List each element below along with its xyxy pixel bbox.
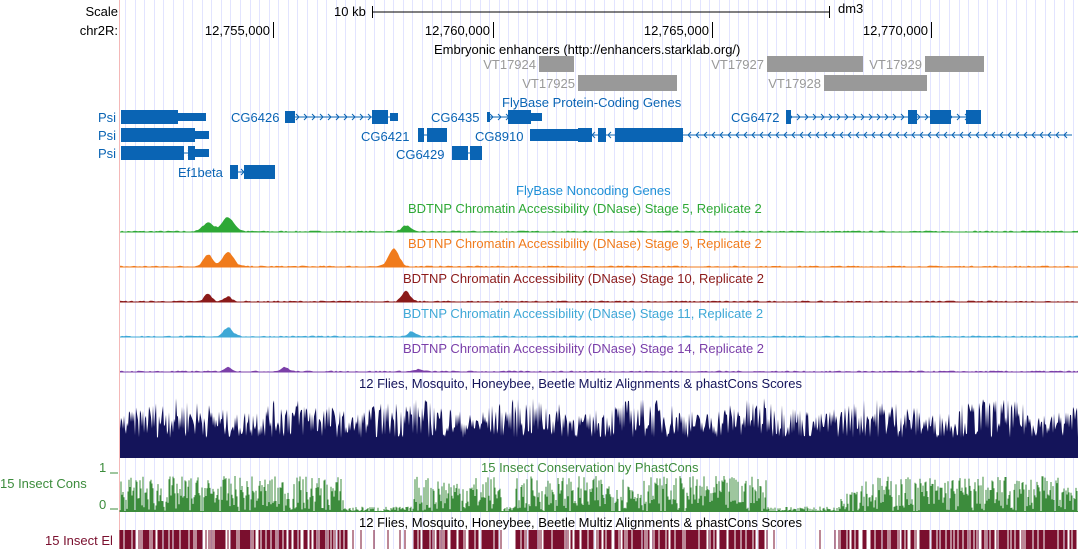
dnase-signal[interactable]	[120, 217, 1078, 232]
enhancer-label[interactable]: VT17925	[522, 76, 575, 91]
gene-cg8910[interactable]	[530, 128, 1072, 142]
ruler-tick	[273, 22, 274, 38]
dnase-stage10-title[interactable]: BDTNP Chromatin Accessibility (DNase) St…	[403, 271, 765, 286]
conserved-elements-track	[119, 530, 1077, 549]
multiz-conservation-track	[120, 398, 1078, 458]
enhancer-label[interactable]: VT17924	[483, 57, 536, 72]
ruler-position-label: 12,755,000	[204, 23, 270, 38]
gene-cg6472[interactable]	[786, 110, 981, 124]
gene-psi-3[interactable]	[121, 146, 209, 160]
ruler-tick	[931, 22, 932, 38]
phastcons-track	[119, 476, 1078, 512]
gene-label-cg8910[interactable]: CG8910	[475, 129, 524, 144]
enhancer-block[interactable]	[767, 56, 863, 72]
gene-label-cg6429[interactable]: CG6429	[396, 147, 445, 162]
left-boundary-line	[119, 0, 120, 549]
gene-ef1beta[interactable]	[230, 165, 275, 179]
gene-label-ef1beta[interactable]: Ef1beta	[178, 165, 223, 180]
phastcons-axis-max: 1	[99, 460, 107, 475]
gene-psi-1[interactable]	[121, 110, 206, 124]
noncoding-track-title[interactable]: FlyBase Noncoding Genes	[516, 183, 671, 198]
scale-bar-label: 10 kb	[334, 4, 366, 19]
phastcons-side-label[interactable]: 15 Insect Cons	[0, 476, 87, 491]
ruler-position-label: 12,765,000	[643, 23, 709, 38]
dnase-signal-tracks	[120, 217, 1078, 373]
dnase-signal[interactable]	[120, 248, 1078, 267]
gene-cg6426[interactable]	[285, 110, 398, 124]
gene-cg6421[interactable]	[418, 128, 447, 142]
ruler-tick	[493, 22, 494, 38]
enhancer-label[interactable]: VT17928	[768, 76, 821, 91]
gene-label-psi-2[interactable]: Psi	[97, 128, 116, 143]
enhancers-track-title[interactable]: Embryonic enhancers (http://enhancers.st…	[434, 42, 741, 57]
dnase-signal[interactable]	[120, 290, 1078, 302]
multiz-track-title[interactable]: 12 Flies, Mosquito, Honeybee, Beetle Mul…	[359, 376, 802, 391]
dnase-stage11-title[interactable]: BDTNP Chromatin Accessibility (DNase) St…	[403, 306, 764, 321]
ruler-position-label: 12,760,000	[424, 23, 490, 38]
gene-label-cg6435[interactable]: CG6435	[431, 110, 480, 125]
elements-track-title[interactable]: 12 Flies, Mosquito, Honeybee, Beetle Mul…	[359, 515, 802, 530]
gene-models	[121, 110, 1072, 179]
genes-track-title[interactable]: FlyBase Protein-Coding Genes	[502, 95, 682, 110]
enhancer-label[interactable]: VT17927	[711, 57, 764, 72]
dnase-stage14-title[interactable]: BDTNP Chromatin Accessibility (DNase) St…	[403, 341, 765, 356]
gene-label-psi-1[interactable]: Psi	[97, 110, 116, 125]
chromosome-label: chr2R:	[79, 23, 118, 38]
dnase-signal[interactable]	[120, 366, 1078, 372]
conserved-elements[interactable]	[119, 530, 1077, 549]
vertical-guidelines	[120, 0, 1078, 549]
gene-cg6429[interactable]	[452, 146, 482, 160]
gene-cg6435[interactable]	[487, 110, 542, 124]
gene-label-cg6421[interactable]: CG6421	[361, 129, 410, 144]
gene-label-cg6426[interactable]: CG6426	[231, 110, 280, 125]
dnase-stage9-title[interactable]: BDTNP Chromatin Accessibility (DNase) St…	[408, 236, 762, 251]
phastcons-axis-ticks	[110, 472, 118, 510]
multiz-signal[interactable]	[120, 398, 1078, 458]
dnase-stage5-title[interactable]: BDTNP Chromatin Accessibility (DNase) St…	[408, 201, 762, 216]
enhancer-block[interactable]	[578, 75, 677, 91]
enhancer-label[interactable]: VT17929	[869, 57, 922, 72]
enhancer-block[interactable]	[925, 56, 984, 72]
scale-label: Scale	[85, 4, 118, 19]
phastcons-signal[interactable]	[119, 476, 1078, 512]
dnase-signal[interactable]	[120, 327, 1078, 337]
gene-label-cg6472[interactable]: CG6472	[731, 110, 780, 125]
scale-bar	[372, 6, 830, 18]
phastcons-axis-min: 0	[99, 497, 107, 512]
ruler-position-label: 12,770,000	[862, 23, 928, 38]
assembly-label: dm3	[838, 1, 864, 16]
ruler-tick	[712, 22, 713, 38]
phastcons-track-title[interactable]: 15 Insect Conservation by PhastCons	[481, 460, 699, 475]
enhancer-block[interactable]	[824, 75, 927, 91]
gene-label-psi-3[interactable]: Psi	[97, 146, 116, 161]
gene-psi-2[interactable]	[121, 128, 209, 142]
enhancer-block[interactable]	[539, 56, 574, 72]
elements-side-label[interactable]: 15 Insect El	[45, 533, 113, 548]
